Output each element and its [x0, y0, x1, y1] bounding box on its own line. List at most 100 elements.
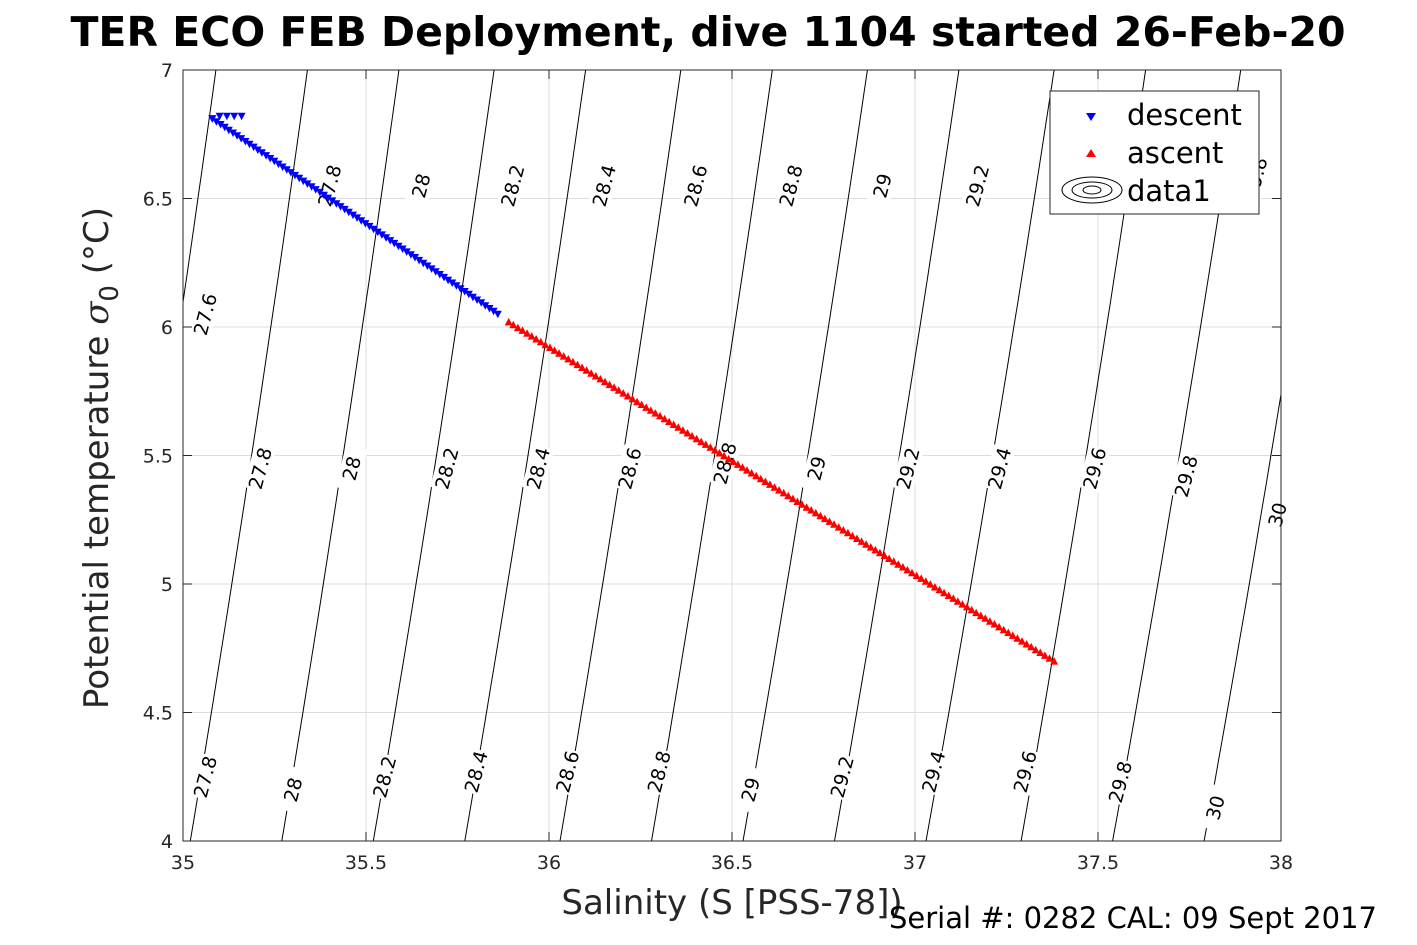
descent-point: [307, 183, 316, 191]
ascent-point: [926, 580, 935, 588]
descent-point: [245, 140, 254, 149]
ascent-point: [990, 620, 999, 628]
ascent-point: [582, 366, 591, 374]
ascent-point: [976, 611, 985, 619]
ascent-point: [642, 403, 651, 411]
x-tick-label: 36: [537, 852, 561, 874]
ascent-point: [747, 469, 756, 477]
y-tick-label: 4.5: [143, 703, 173, 725]
ascent-point: [981, 614, 990, 622]
contour-label: 29.8: [1103, 757, 1137, 806]
ascent-point: [532, 335, 541, 343]
descent-point: [448, 279, 457, 287]
descent-point: [253, 146, 262, 154]
ascent-point: [889, 557, 898, 565]
ascent-point: [766, 480, 774, 488]
ascent-point: [903, 565, 912, 574]
contour-label-bg: [1169, 452, 1203, 501]
contour-label-bg: [1198, 783, 1232, 832]
y-tick-label: 7: [161, 60, 173, 82]
ascent-point: [875, 548, 884, 557]
ascent-point: [720, 451, 729, 460]
ascent-point: [729, 457, 738, 465]
ascent-point: [775, 486, 784, 494]
ascent-point: [752, 471, 761, 480]
contour-label: 28.8: [642, 747, 676, 796]
ascent-point: [1018, 637, 1026, 645]
y-axis-label: Potential temperature σ0 (°C): [77, 207, 125, 709]
legend-ascent-label: ascent: [1127, 136, 1223, 170]
descent-point: [237, 135, 246, 143]
ascent-point: [853, 534, 861, 542]
ascent-point: [944, 591, 953, 599]
ascent-point: [596, 374, 605, 383]
descent-point: [460, 288, 469, 296]
descent-point: [390, 239, 399, 248]
ascent-point: [614, 386, 623, 394]
ascent-point: [633, 397, 642, 406]
descent-point: [477, 299, 486, 307]
ascent-point: [1036, 648, 1045, 656]
y-tick-label: 4: [161, 831, 173, 853]
descent-point: [332, 200, 341, 208]
descent-point: [216, 121, 225, 129]
ascent-point: [536, 337, 545, 346]
ascent-point: [743, 466, 751, 474]
ascent-point: [995, 622, 1004, 631]
ascent-point: [555, 349, 564, 357]
y-axis: 4 4.5 5 5.5 6 6.5 7: [143, 60, 1281, 853]
descent-point: [423, 262, 432, 270]
legend: descent ascent data1: [1049, 90, 1260, 215]
ascent-point: [894, 560, 903, 568]
ascent-point: [660, 414, 669, 423]
ascent-point: [711, 446, 719, 454]
ascent-point: [619, 389, 628, 397]
contour-label-bg: [1103, 757, 1137, 806]
ascent-point: [917, 574, 926, 582]
contour-line: [183, 70, 217, 306]
descent-point: [452, 282, 461, 290]
ascent-point: [930, 583, 939, 591]
descent-point: [257, 149, 266, 157]
ascent-point: [811, 508, 820, 517]
ascent-point: [940, 588, 949, 597]
ascent-point: [623, 392, 632, 400]
ascent-point: [701, 440, 710, 448]
legend-contour-icon: [1061, 176, 1123, 204]
ascent-point: [985, 617, 994, 625]
ascent-point: [953, 597, 962, 605]
descent-point: [274, 160, 283, 169]
ascent-point: [688, 431, 696, 440]
ascent-point: [564, 354, 573, 363]
ascent-point: [692, 434, 701, 443]
ascent-point: [770, 483, 779, 491]
ascent-point: [601, 377, 609, 386]
contour-line: [372, 70, 495, 841]
descent-point: [406, 251, 415, 259]
ascent-point: [578, 363, 587, 371]
ascent-point: [779, 488, 788, 497]
ascent-point: [651, 409, 660, 417]
descent-point: [262, 152, 271, 160]
ascent-point: [669, 420, 678, 428]
descent-point: [320, 191, 328, 200]
ascent-series: [504, 317, 1059, 665]
ascent-point: [871, 545, 880, 554]
contour-label-bg: [1260, 490, 1294, 539]
ascent-point: [509, 320, 518, 329]
descent-point: [394, 242, 403, 251]
descent-point: [229, 129, 237, 137]
descent-point: [222, 112, 231, 121]
legend-box: [1049, 90, 1260, 215]
descent-point: [241, 138, 250, 146]
ascent-point: [546, 343, 554, 351]
ascent-point: [733, 460, 742, 468]
contour-line: [464, 70, 587, 841]
descent-point: [215, 112, 224, 121]
ascent-point: [798, 500, 806, 508]
ascent-point: [949, 594, 958, 602]
ascent-point: [898, 563, 907, 571]
y-axis-label-unit: (°C): [77, 207, 117, 285]
descent-point: [357, 217, 366, 225]
ascent-point: [610, 383, 619, 391]
